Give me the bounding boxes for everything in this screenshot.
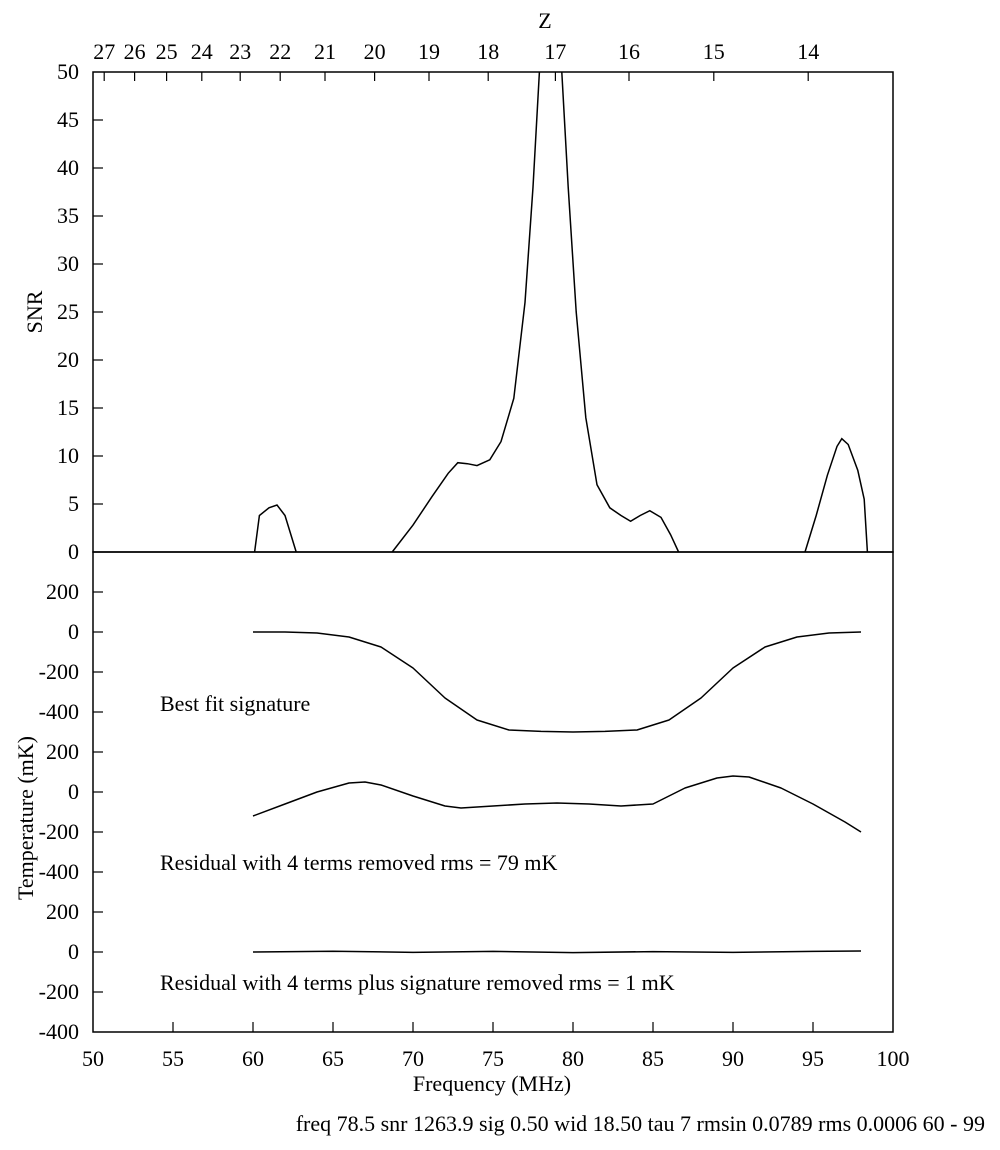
frequency-tick-label: 95 xyxy=(802,1046,824,1071)
frequency-tick-label: 55 xyxy=(162,1046,184,1071)
frequency-tick-label: 100 xyxy=(877,1046,910,1071)
redshift-tick-label: 18 xyxy=(477,39,499,64)
snr-y-tick-label: 30 xyxy=(57,251,79,276)
temperature-y-tick-label: -400 xyxy=(39,859,79,884)
residual-4-terms-curve xyxy=(252,775,862,833)
snr-y-tick-label: 45 xyxy=(57,107,79,132)
redshift-ticks: 27 26 25 24 23 22 21 20 19 18 17 16 15 14 xyxy=(93,39,819,81)
redshift-tick-label: 25 xyxy=(156,39,178,64)
temperature-y-tick-label: -200 xyxy=(39,659,79,684)
fit-summary-footer: freq 78.5 snr 1263.9 sig 0.50 wid 18.50 … xyxy=(296,1111,985,1136)
snr-y-tick-label: 0 xyxy=(68,539,79,564)
redshift-axis-title: Z xyxy=(538,8,551,33)
snr-y-tick-label: 10 xyxy=(57,443,79,468)
temperature-curves xyxy=(252,631,862,954)
snr-y-ticks: 0 5 10 15 20 25 30 35 40 45 50 xyxy=(57,59,103,564)
redshift-tick-label: 27 xyxy=(93,39,115,64)
frequency-tick-label: 70 xyxy=(402,1046,424,1071)
snr-curve xyxy=(253,71,869,553)
snr-y-tick-label: 20 xyxy=(57,347,79,372)
snr-panel-frame xyxy=(92,71,894,553)
temperature-y-tick-label: -400 xyxy=(39,699,79,724)
temperature-y-tick-label: -400 xyxy=(39,1019,79,1044)
frequency-tick-label: 60 xyxy=(242,1046,264,1071)
redshift-tick-label: 22 xyxy=(269,39,291,64)
snr-y-tick-label: 25 xyxy=(57,299,79,324)
temperature-y-tick-label: -200 xyxy=(39,819,79,844)
redshift-tick-label: 23 xyxy=(229,39,251,64)
snr-y-tick-label: 50 xyxy=(57,59,79,84)
best-fit-signature-label: Best fit signature xyxy=(160,691,310,716)
snr-y-axis-title: SNR xyxy=(22,290,47,333)
redshift-tick-label: 21 xyxy=(314,39,336,64)
frequency-x-ticks: 50 55 60 65 70 75 80 85 90 95 100 xyxy=(82,1022,910,1071)
frequency-tick-label: 75 xyxy=(482,1046,504,1071)
snr-curve-segment xyxy=(253,504,297,553)
frequency-x-axis-title: Frequency (MHz) xyxy=(413,1071,571,1096)
snr-panel: 0 5 10 15 20 25 30 35 40 45 50 27 26 25 24 23 22 21 20 19 1… xyxy=(22,8,894,564)
temperature-y-tick-label: 0 xyxy=(68,619,79,644)
redshift-tick-label: 17 xyxy=(544,39,566,64)
temperature-y-tick-label: 0 xyxy=(68,779,79,804)
frequency-tick-label: 85 xyxy=(642,1046,664,1071)
temperature-y-axis-title: Temperature (mK) xyxy=(13,736,38,900)
redshift-tick-label: 15 xyxy=(703,39,725,64)
snr-y-tick-label: 5 xyxy=(68,491,79,516)
frequency-tick-label: 50 xyxy=(82,1046,104,1071)
residual-4-terms-plus-signature-label: Residual with 4 terms plus signature rem… xyxy=(160,970,675,995)
redshift-tick-label: 20 xyxy=(364,39,386,64)
temperature-y-tick-label: -200 xyxy=(39,979,79,1004)
snr-curve-segment xyxy=(804,437,869,553)
residual-4-terms-label: Residual with 4 terms removed rms = 79 m… xyxy=(160,850,557,875)
redshift-tick-label: 19 xyxy=(418,39,440,64)
frequency-tick-label: 65 xyxy=(322,1046,344,1071)
residual-4-terms-plus-signature-curve xyxy=(252,950,862,954)
snr-y-tick-label: 35 xyxy=(57,203,79,228)
temperature-panel-frame xyxy=(92,551,894,1033)
temperature-y-tick-label: 200 xyxy=(46,899,79,924)
temperature-y-tick-label: 200 xyxy=(46,579,79,604)
snr-y-tick-label: 40 xyxy=(57,155,79,180)
temperature-y-tick-label: 200 xyxy=(46,739,79,764)
redshift-tick-label: 14 xyxy=(797,39,819,64)
snr-curve-segment xyxy=(561,71,680,553)
frequency-tick-label: 90 xyxy=(722,1046,744,1071)
frequency-tick-label: 80 xyxy=(562,1046,584,1071)
redshift-tick-label: 26 xyxy=(124,39,146,64)
temperature-y-ticks: 200 0 -200 -400 200 0 -200 -400 200 0 -200 -400 xyxy=(39,579,103,1044)
temperature-y-tick-label: 0 xyxy=(68,939,79,964)
redshift-tick-label: 24 xyxy=(191,39,213,64)
snr-curve-segment xyxy=(391,71,541,553)
redshift-tick-label: 16 xyxy=(618,39,640,64)
snr-y-tick-label: 15 xyxy=(57,395,79,420)
best-fit-signature-curve xyxy=(253,631,862,733)
